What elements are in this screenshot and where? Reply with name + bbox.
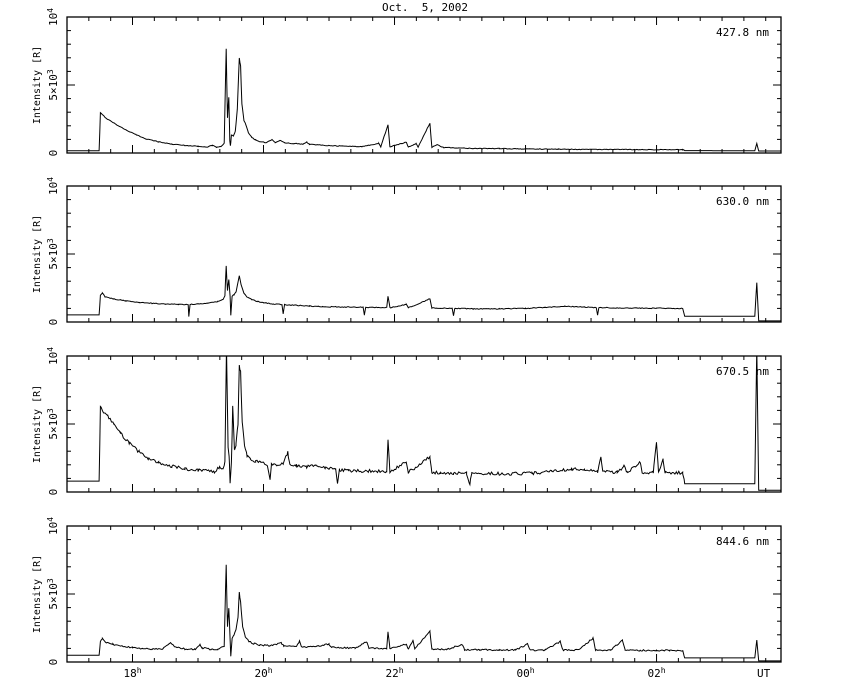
y-tick-label: 5×103 — [46, 408, 60, 440]
wavelength-label: 630.0 nm — [716, 195, 769, 208]
y-tick-label: 104 — [46, 177, 60, 195]
y-tick-label: 0 — [47, 319, 60, 326]
y-tick-label: 0 — [47, 659, 60, 666]
x-tick-label: 22h — [385, 666, 403, 680]
y-tick-label: 5×103 — [46, 578, 60, 610]
y-tick-label: 104 — [46, 517, 60, 535]
wavelength-label: 844.6 nm — [716, 535, 769, 548]
y-axis-title: Intensity [R] — [32, 555, 43, 633]
panel-frame — [66, 355, 782, 493]
y-tick-label: 5×103 — [46, 238, 60, 270]
panel-frame — [66, 525, 782, 663]
data-trace — [67, 48, 781, 152]
chart-title: Oct. 5, 2002 — [381, 1, 469, 14]
wavelength-label: 670.5 nm — [716, 365, 769, 378]
y-tick-label: 0 — [47, 489, 60, 496]
y-axis-title: Intensity [R] — [32, 46, 43, 124]
x-tick-label: 00h — [516, 666, 534, 680]
y-axis-title: Intensity [R] — [32, 385, 43, 463]
x-tick-label: 18h — [123, 666, 141, 680]
y-tick-label: 0 — [47, 150, 60, 157]
y-tick-label: 104 — [46, 347, 60, 365]
y-tick-label: 5×103 — [46, 69, 60, 101]
data-trace — [67, 564, 781, 662]
x-tick-label: 02h — [647, 666, 665, 680]
data-trace — [67, 265, 781, 322]
x-tick-label: 20h — [254, 666, 272, 680]
wavelength-label: 427.8 nm — [716, 26, 769, 39]
y-tick-label: 104 — [46, 8, 60, 26]
panel-frame — [66, 16, 782, 154]
x-axis-unit-label: UT — [757, 667, 771, 680]
y-axis-title: Intensity [R] — [32, 215, 43, 293]
data-trace — [67, 356, 781, 491]
